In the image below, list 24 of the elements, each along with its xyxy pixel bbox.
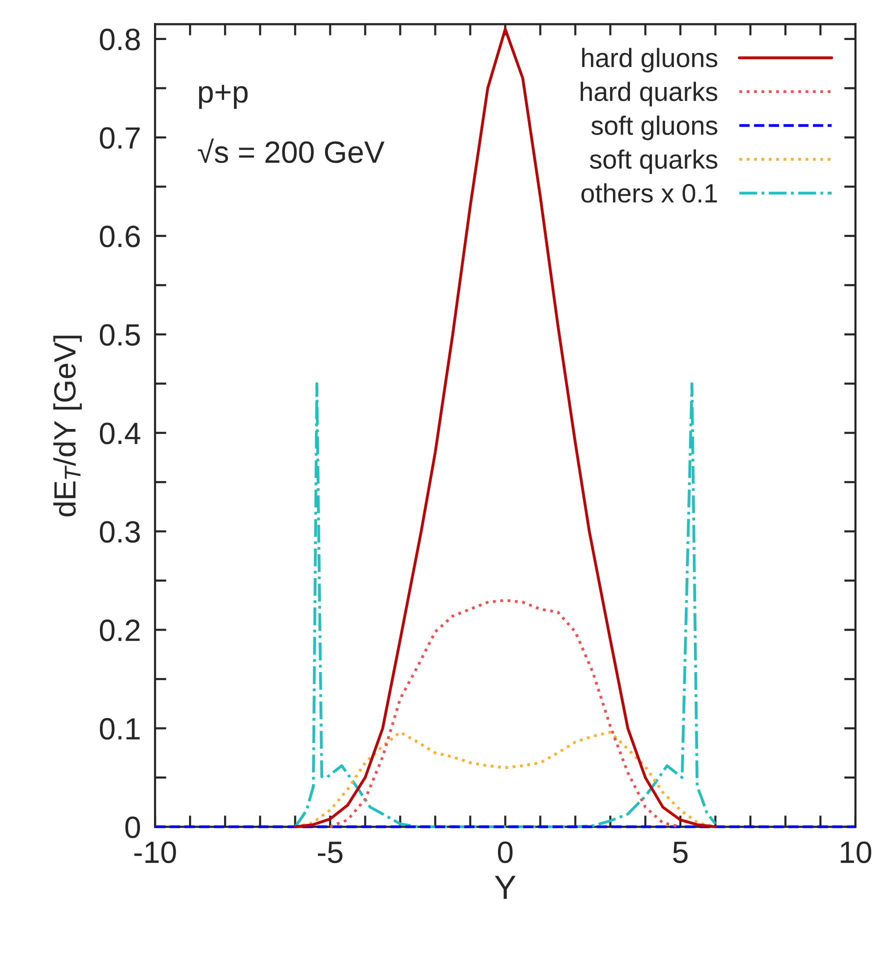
legend-label: hard quarks [580,82,718,106]
y-tick-label: 0 [125,816,140,838]
y-tick-label: 0.4 [100,422,140,444]
legend-label: soft quarks [590,149,718,174]
x-axis-title: Y [494,876,516,899]
x-tick-label: -5 [318,842,342,864]
y-axis-title: dE$_{T}$/dY [GeV] [53,336,82,516]
y-tick-label: 0.1 [100,718,140,740]
y-tick-label: 0.6 [100,226,140,248]
x-tick-label: -10 [134,841,176,864]
y-tick-label: 0.5 [100,324,140,346]
x-tick-label: 0 [498,841,513,864]
x-tick-label: 5 [673,842,688,864]
annotation: p+p [199,84,248,109]
y-tick-label: 0.7 [100,127,140,149]
legend-label: soft gluons [591,116,718,140]
y-tick-label: 0.2 [100,620,140,642]
y-tick-label: 0.3 [100,521,140,543]
legend-label: others x 0.1 [581,183,717,203]
legend-label: hard gluons [582,48,718,73]
line-series [294,382,717,828]
y-tick-label: 0.8 [100,28,140,50]
x-tick-label: 10 [840,841,872,864]
annotation: √s = 200 GeV [198,138,384,163]
